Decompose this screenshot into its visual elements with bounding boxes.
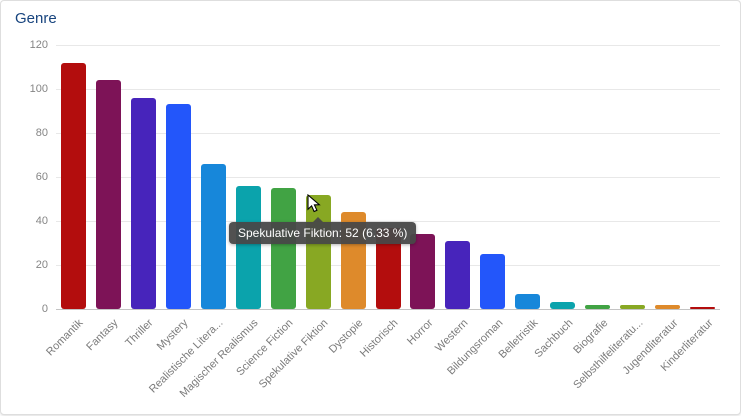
y-tick-label: 60: [35, 171, 48, 183]
bar-romantik[interactable]: [60, 62, 86, 309]
bar-jugendliteratur[interactable]: [655, 304, 681, 309]
bar-spekulative-fiktion[interactable]: [305, 194, 331, 309]
gridline-y60: [56, 177, 720, 178]
chart-title: Genre: [15, 10, 57, 27]
bar-belletristik[interactable]: [515, 293, 541, 309]
bar-fantasy[interactable]: [95, 80, 121, 309]
y-tick-label: 40: [35, 215, 48, 227]
bar-kinderliteratur[interactable]: [690, 306, 716, 309]
bar-horror[interactable]: [410, 234, 436, 309]
x-axis-label: Romantik: [44, 317, 86, 359]
y-tick-label: 0: [41, 303, 48, 315]
bar-western[interactable]: [445, 240, 471, 309]
bar-thriller[interactable]: [130, 97, 156, 309]
bar-selbsthilfeliteratu[interactable]: [620, 304, 646, 309]
x-axis-label: Thriller: [123, 317, 156, 350]
y-tick-label: 20: [35, 259, 48, 271]
tooltip: Spekulative Fiktion: 52 (6.33 %): [229, 217, 417, 244]
tooltip-caret-icon: [313, 217, 323, 222]
y-tick-label: 80: [35, 127, 48, 139]
bar-magischer-realismus[interactable]: [235, 185, 261, 309]
gridline-y40: [56, 221, 720, 222]
y-tick-label: 120: [29, 39, 48, 51]
bar-science-fiction[interactable]: [270, 188, 296, 309]
x-axis-label: Spekulative Fiktion: [256, 317, 331, 391]
plot-area: 0 20 40 60 80 100 120 Romantik Fantasy Thriller My…: [30, 39, 720, 400]
bar-sachbuch[interactable]: [550, 302, 576, 309]
bar-mystery[interactable]: [165, 104, 191, 309]
bar-realistische-litera[interactable]: [200, 163, 226, 309]
gridline-y80: [56, 133, 720, 134]
gridline-y120: [56, 45, 720, 46]
gridline-y100: [56, 89, 720, 90]
x-axis-label: Horror: [404, 317, 436, 348]
tooltip-text: Spekulative Fiktion: 52 (6.33 %): [238, 226, 408, 240]
bar-bildungsroman[interactable]: [480, 254, 506, 309]
x-axis-label: Fantasy: [84, 317, 121, 354]
y-tick-label: 100: [29, 83, 48, 95]
gridline-y0: [56, 309, 720, 310]
bar-biografie[interactable]: [585, 304, 611, 309]
mouse-cursor-icon: [307, 194, 321, 213]
